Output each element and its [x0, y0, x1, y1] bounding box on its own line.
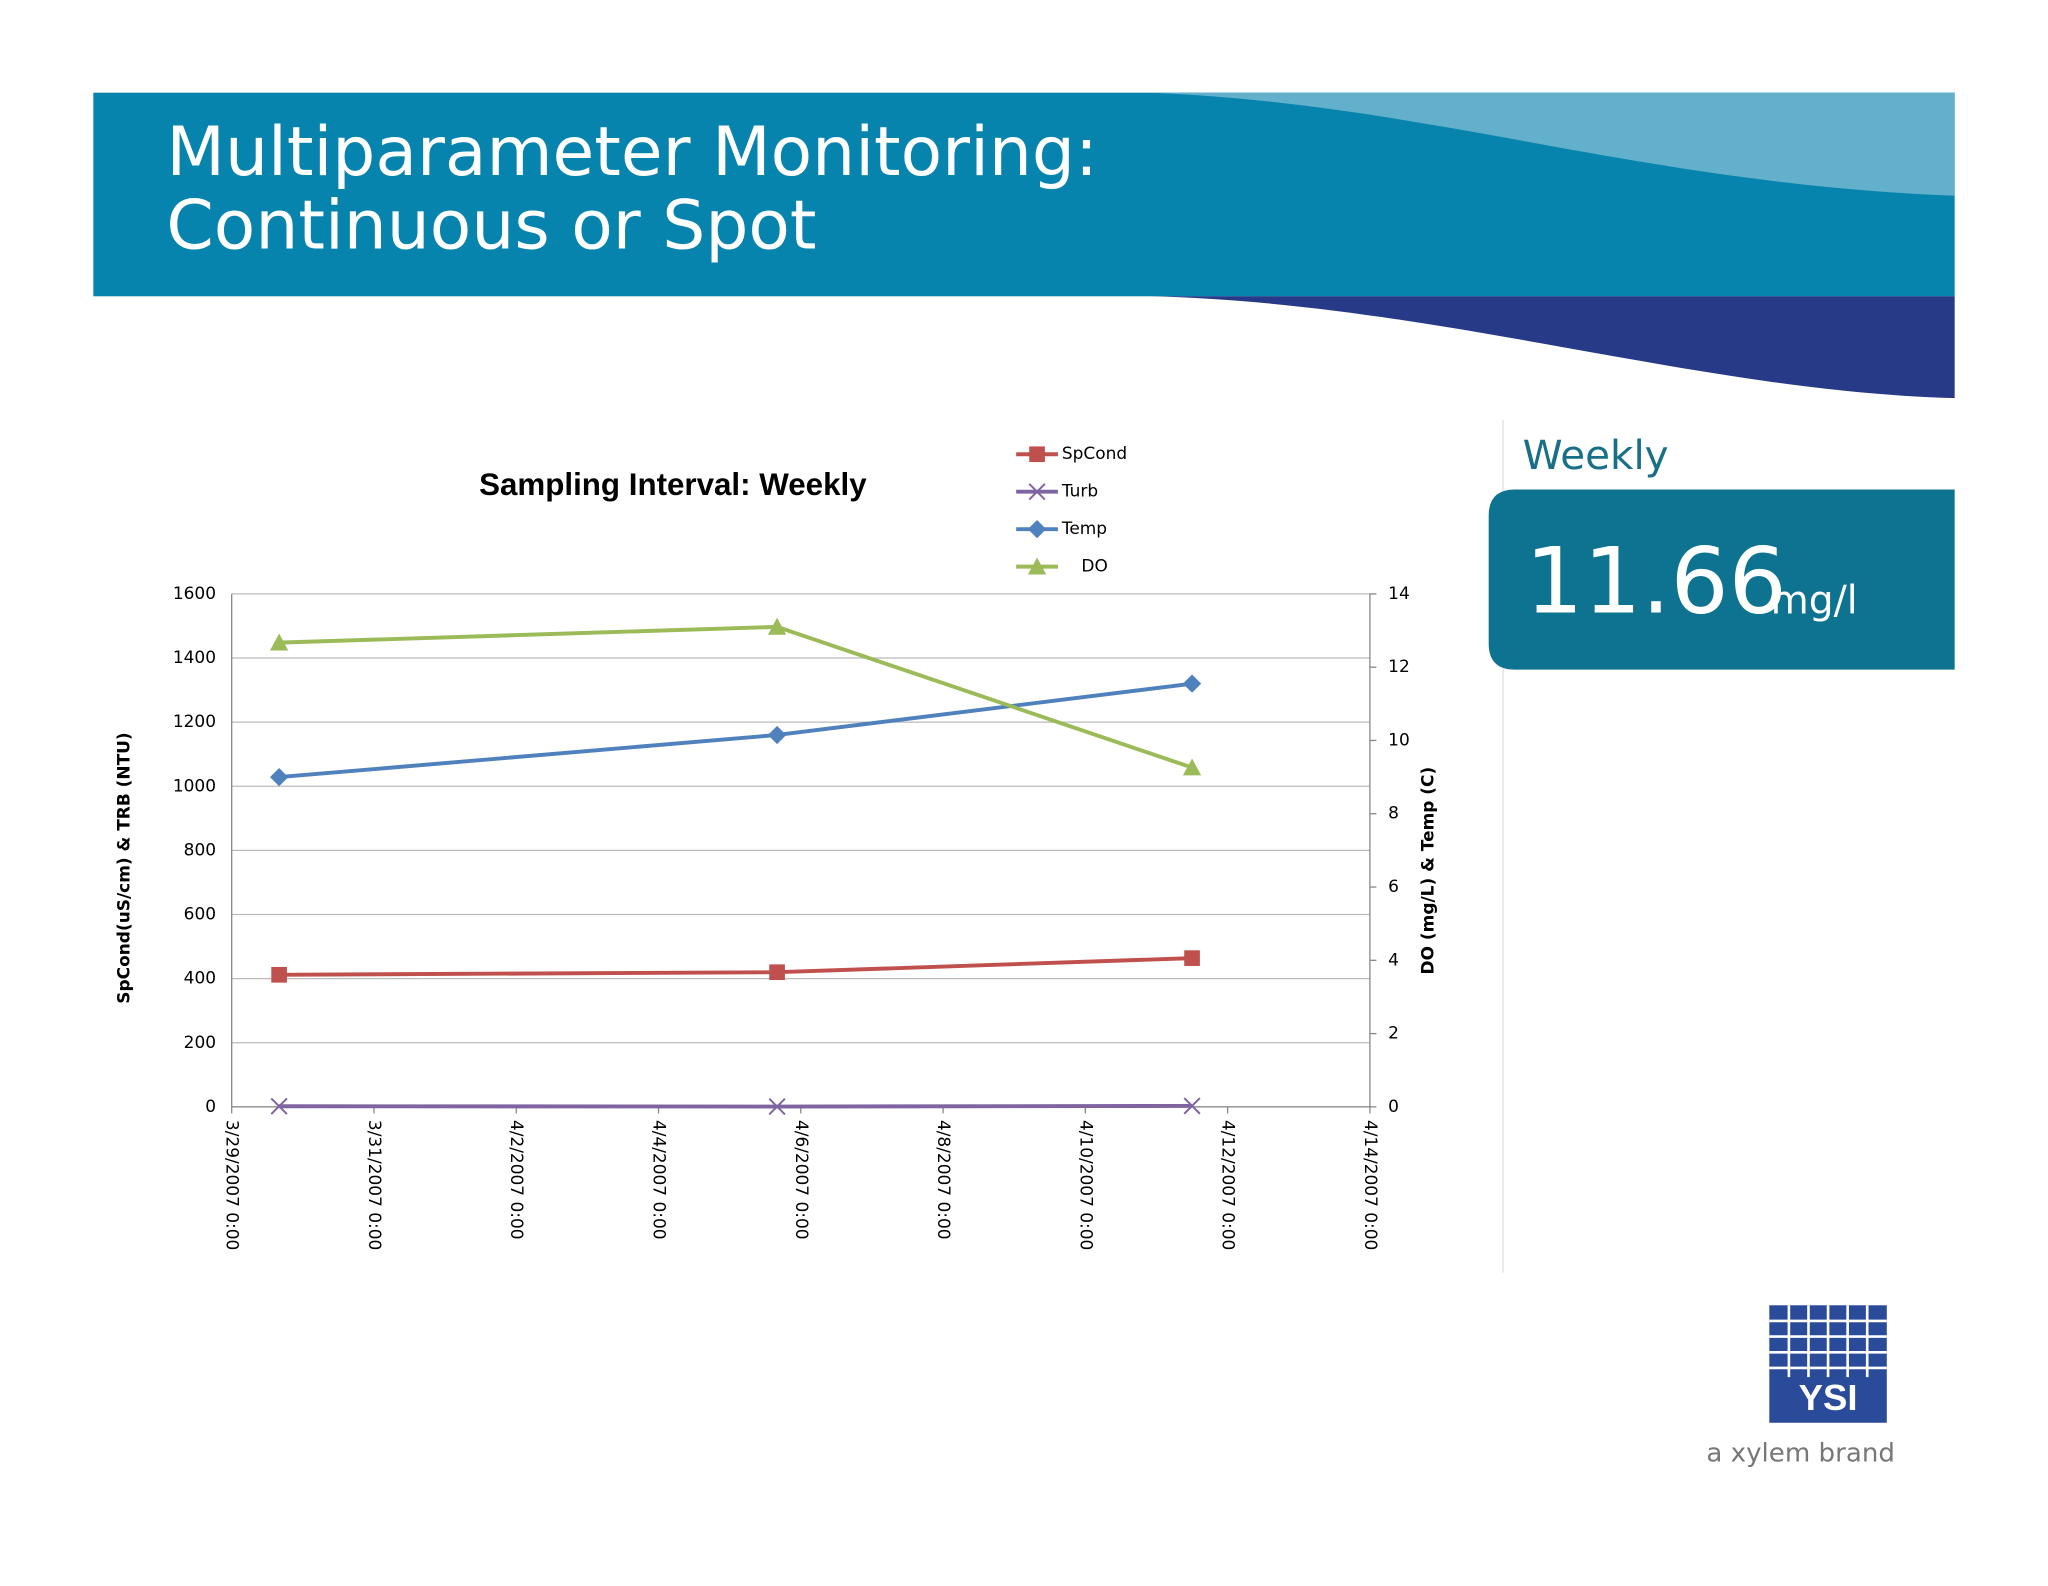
panel-label: Weekly	[1523, 431, 1669, 479]
marker	[769, 964, 785, 981]
y2-tick-label: 0	[1388, 1096, 1399, 1116]
series-line	[279, 624, 1193, 770]
legend-marker	[1027, 520, 1047, 539]
y-tick-label: 600	[184, 904, 216, 924]
marker	[1182, 758, 1202, 776]
marker	[768, 1098, 786, 1116]
legend-marker	[1027, 557, 1047, 575]
x-tick-label: 4/12/2007 0:00	[1219, 1120, 1239, 1250]
logo-name: YSI	[1799, 1377, 1858, 1418]
series-line	[279, 956, 1193, 977]
series-line	[278, 681, 1193, 780]
x-tick-label: 4/2/2007 0:00	[507, 1120, 527, 1240]
y2-tick-label: 10	[1388, 729, 1410, 749]
marker	[767, 617, 787, 635]
legend-marker	[1029, 446, 1045, 463]
y2-tick-label: 14	[1388, 583, 1410, 603]
x-tick-label: 4/4/2007 0:00	[650, 1120, 670, 1240]
legend-label: Temp	[1061, 518, 1107, 538]
series-line	[279, 1103, 1193, 1109]
marker	[269, 633, 289, 651]
marker	[271, 966, 287, 983]
y2-tick-label: 12	[1388, 656, 1410, 676]
logo-tagline: a xylem brand	[1706, 1439, 1895, 1469]
y2-tick-label: 6	[1388, 876, 1399, 896]
y-tick-label: 1000	[173, 775, 216, 795]
y-tick-label: 0	[205, 1096, 216, 1116]
x-tick-label: 3/29/2007 0:00	[223, 1120, 243, 1250]
marker	[269, 767, 289, 787]
y2-axis-title: DO (mg/L) & Temp (C)	[1418, 767, 1438, 975]
marker	[270, 1097, 288, 1115]
header-wave-dark	[1149, 296, 1955, 399]
x-tick-label: 4/10/2007 0:00	[1076, 1120, 1096, 1250]
header-wave-light	[1149, 92, 1955, 196]
chart-title: Sampling Interval: Weekly	[479, 467, 867, 502]
logo: YSI a xylem brand	[1706, 1305, 1895, 1469]
marker	[767, 725, 787, 745]
marker	[1183, 1097, 1201, 1115]
y-tick-label: 800	[184, 839, 216, 859]
y-tick-label: 1200	[173, 711, 216, 731]
x-tick-label: 4/8/2007 0:00	[934, 1120, 954, 1240]
y-tick-label: 400	[184, 968, 216, 988]
x-tick-label: 3/31/2007 0:00	[365, 1120, 385, 1250]
marker	[1182, 674, 1202, 693]
legend-label: Turb	[1061, 481, 1098, 501]
slide-title: Continuous or Spot	[166, 186, 816, 265]
y2-tick-label: 8	[1388, 803, 1399, 823]
y-axis-title: SpCond(uS/cm) & TRB (NTU)	[114, 732, 134, 1003]
y2-tick-label: 4	[1388, 949, 1399, 969]
y2-tick-label: 2	[1388, 1023, 1399, 1043]
panel-card	[1488, 489, 1955, 670]
x-tick-label: 4/6/2007 0:00	[792, 1120, 812, 1240]
panel-value: 11.66	[1525, 527, 1787, 634]
logo-grid	[1769, 1305, 1887, 1378]
y-tick-label: 1600	[173, 583, 216, 603]
x-tick-label: 4/14/2007 0:00	[1361, 1120, 1381, 1250]
y-tick-label: 200	[184, 1032, 216, 1052]
slide-title: Multiparameter Monitoring:	[166, 113, 1097, 192]
legend-label: DO	[1081, 556, 1107, 576]
panel-unit: mg/l	[1771, 579, 1858, 624]
legend-label: SpCond	[1062, 443, 1127, 463]
legend-marker	[1028, 483, 1046, 501]
marker	[1184, 950, 1200, 966]
y-tick-label: 1400	[173, 647, 216, 667]
plot: 0 200 400 600 800 1000 1200 1400 1600 0 2 4 6 8 10 12 14…	[173, 443, 1410, 1250]
